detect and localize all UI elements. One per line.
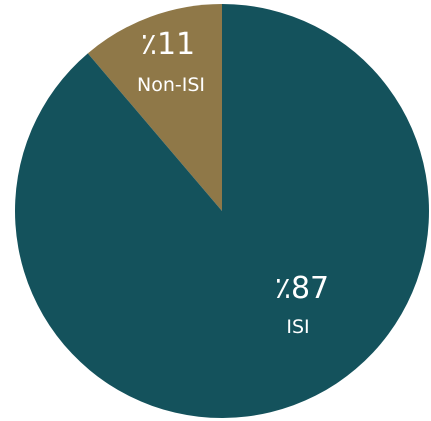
- slice-value-label-isi: ٪87: [275, 271, 329, 306]
- slice-category-label-isi: ISI: [286, 316, 309, 338]
- slice-category-label-non-isi: Non-ISI: [137, 74, 205, 96]
- pie-slice-non-isi: [87, 4, 223, 211]
- pie-slices: [14, 4, 430, 418]
- pie-labels: ٪11 Non-ISI ٪87 ISI: [137, 27, 329, 338]
- slice-value-label-non-isi: ٪11: [141, 27, 195, 62]
- pie-slice-isi: [14, 4, 430, 418]
